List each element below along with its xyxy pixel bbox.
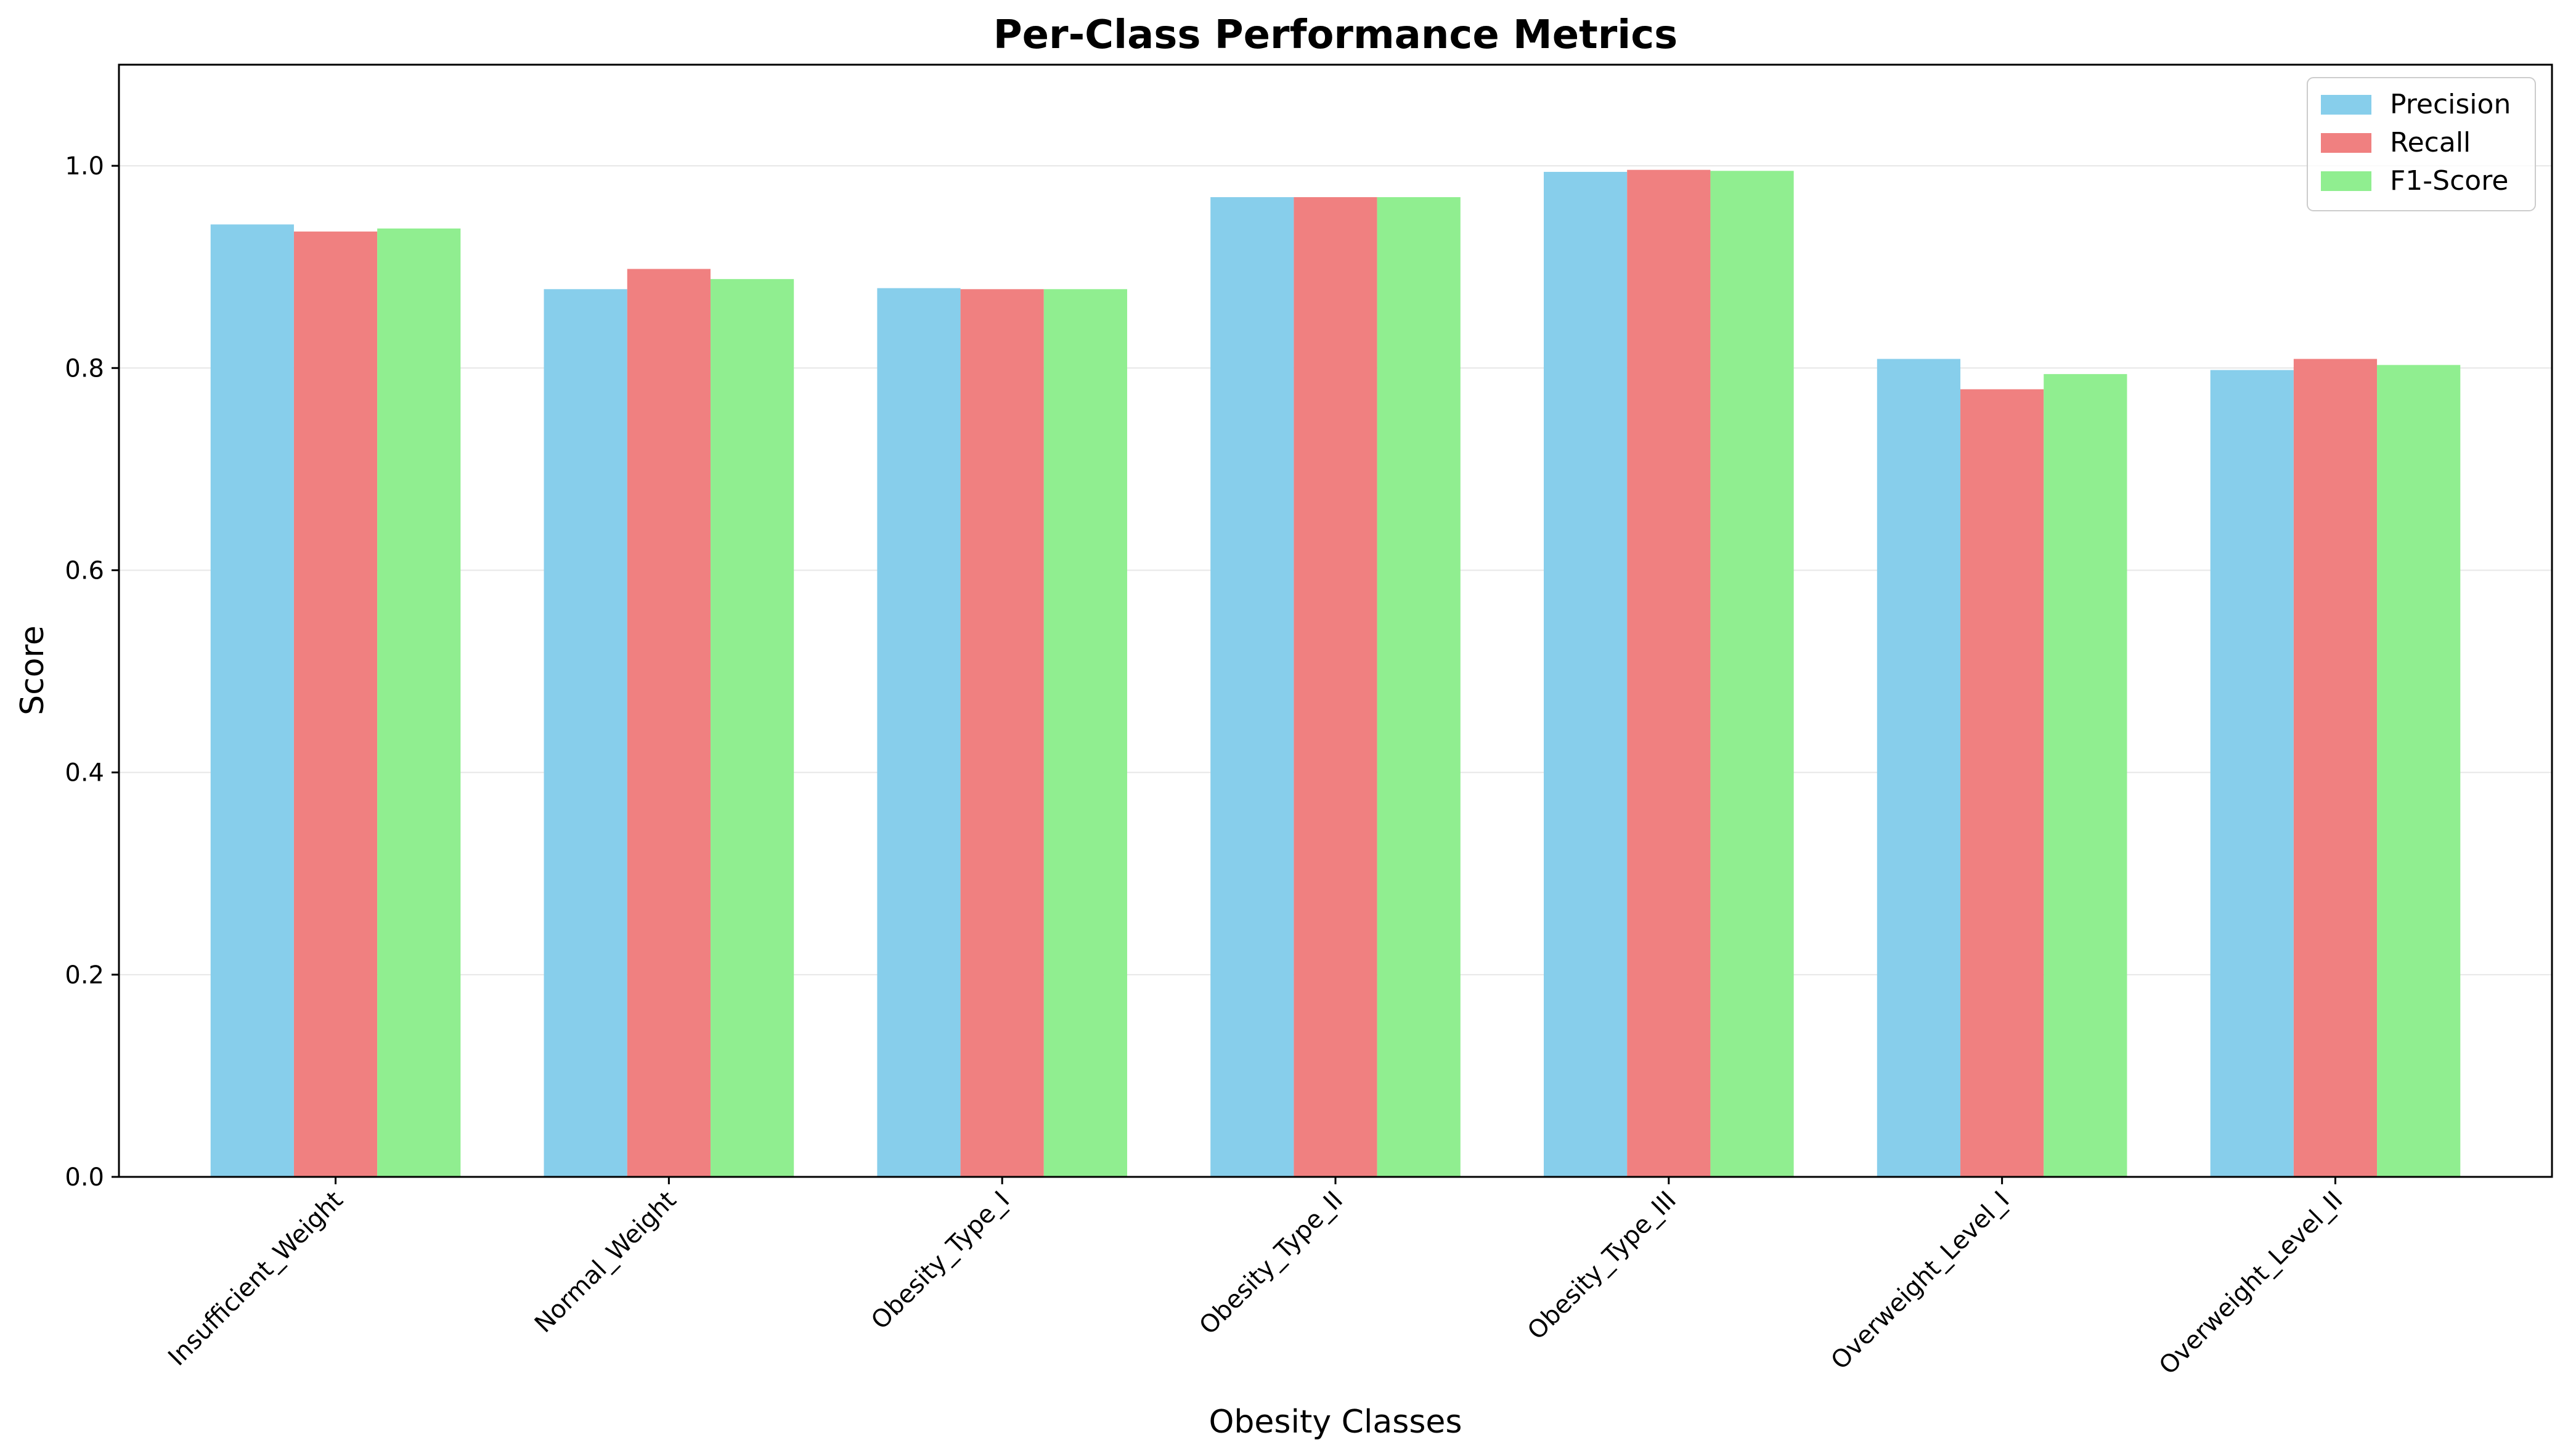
legend-label-recall: Recall <box>2390 127 2471 158</box>
y-tick-label: 0.8 <box>65 354 104 383</box>
x-axis-label: Obesity Classes <box>1209 1404 1462 1441</box>
bar-f1-score-1 <box>710 279 794 1177</box>
bar-recall-4 <box>1627 169 1711 1177</box>
bars-layer <box>210 169 2461 1177</box>
legend-swatch-recall <box>2321 133 2371 153</box>
bar-f1-score-2 <box>1043 289 1127 1177</box>
y-tick-label: 0.0 <box>65 1163 104 1192</box>
bar-recall-0 <box>293 231 378 1177</box>
bar-precision-4 <box>1544 171 1628 1177</box>
y-tick-label: 0.6 <box>65 556 104 585</box>
bar-precision-3 <box>1210 197 1294 1177</box>
y-axis-label: Score <box>14 625 51 715</box>
bar-f1-score-4 <box>1710 171 1794 1177</box>
bar-recall-2 <box>960 289 1044 1177</box>
bar-precision-2 <box>877 288 961 1177</box>
y-tick-label: 1.0 <box>65 152 104 181</box>
bar-precision-0 <box>210 224 294 1177</box>
y-tick-label: 0.2 <box>65 961 104 990</box>
bar-recall-6 <box>2293 359 2378 1177</box>
legend-swatch-f1-score <box>2321 171 2371 191</box>
legend-label-precision: Precision <box>2390 89 2511 120</box>
bar-f1-score-0 <box>377 228 461 1177</box>
bar-precision-6 <box>2210 370 2294 1177</box>
bar-precision-5 <box>1877 359 1961 1177</box>
bar-f1-score-5 <box>2044 374 2127 1177</box>
legend-label-f1-score: F1-Score <box>2390 165 2508 197</box>
y-tick-label: 0.4 <box>65 759 104 787</box>
bar-recall-5 <box>1960 389 2044 1177</box>
bar-precision-1 <box>544 289 627 1177</box>
legend: Precision Recall F1-Score <box>2307 77 2536 211</box>
bar-recall-3 <box>1294 197 1377 1177</box>
legend-swatch-precision <box>2321 95 2371 115</box>
bar-recall-1 <box>627 269 711 1177</box>
bar-f1-score-3 <box>1377 197 1461 1177</box>
bar-f1-score-6 <box>2377 365 2461 1177</box>
chart-title: Per-Class Performance Metrics <box>993 12 1678 58</box>
